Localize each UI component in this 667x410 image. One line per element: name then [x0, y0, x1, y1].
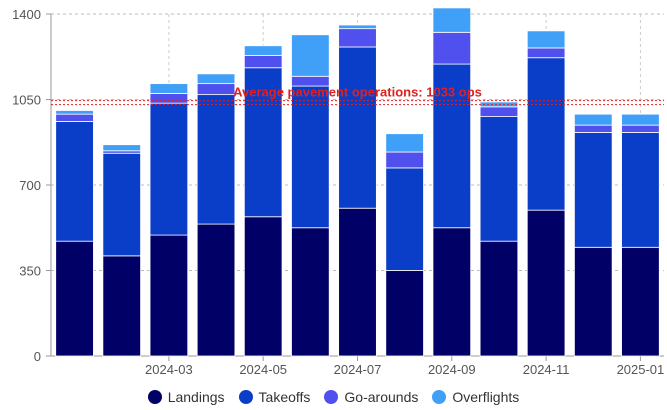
- legend-swatch: [238, 390, 253, 404]
- x-tick-label: 2024-05: [239, 362, 287, 377]
- bar-segment-takeoffs: [196, 94, 236, 225]
- bar-segment-takeoffs: [385, 167, 424, 271]
- x-tick-label: 2025-01: [617, 362, 665, 377]
- bar-segment-landings: [149, 234, 189, 357]
- bar-segment-landings: [385, 270, 424, 357]
- bar-segment-overflights: [621, 113, 660, 126]
- bar-segment-overflights: [526, 30, 566, 49]
- legend-item[interactable]: Takeoffs: [238, 389, 311, 405]
- bar-segment-overflights: [55, 110, 94, 115]
- legend-label: Takeoffs: [258, 389, 311, 405]
- y-tick-label: 1400: [12, 7, 41, 22]
- y-tick-label: 1050: [12, 93, 41, 108]
- bar-segment-takeoffs: [432, 63, 472, 229]
- bar-segment-overflights: [291, 34, 330, 77]
- bar-segment-takeoffs: [291, 85, 330, 229]
- legend-item[interactable]: Landings: [147, 389, 225, 405]
- bar-segment-go-arounds: [526, 47, 566, 59]
- bar-segment-landings: [55, 240, 94, 357]
- bar-segment-takeoffs: [55, 121, 94, 242]
- bar-segment-go-arounds: [55, 113, 94, 122]
- bar-segment-takeoffs: [479, 116, 519, 242]
- legend-swatch: [147, 390, 162, 404]
- bar-segment-overflights: [243, 45, 283, 56]
- bar-segment-go-arounds: [385, 151, 424, 169]
- bar-segment-go-arounds: [432, 31, 472, 65]
- tick-labels: 0 350 700 1050 1400 2024-03 2024-05 2024-07 2024…: [12, 7, 664, 377]
- bar-segment-takeoffs: [621, 132, 660, 248]
- bar-segment-overflights: [196, 73, 236, 85]
- legend-swatch: [324, 390, 339, 404]
- bar-segment-landings: [243, 216, 283, 357]
- bar-segment-overflights: [149, 83, 189, 94]
- legend-item[interactable]: Go-arounds: [324, 389, 418, 405]
- bar-segment-landings: [196, 223, 236, 357]
- bar-segment-takeoffs: [102, 152, 141, 257]
- bar-segment-landings: [432, 227, 472, 357]
- x-tick-label: 2024-09: [428, 362, 476, 377]
- bar-segment-landings: [291, 227, 330, 357]
- legend-label: Landings: [167, 389, 225, 405]
- bar-segment-takeoffs: [243, 67, 283, 218]
- bar-segment-go-arounds: [243, 55, 283, 69]
- legend-item[interactable]: Overflights: [432, 389, 519, 405]
- legend-label: Go-arounds: [344, 389, 419, 405]
- bar-segment-landings: [338, 207, 377, 357]
- bar-segment-overflights: [574, 113, 613, 126]
- legend: Landings Takeoffs Go-arounds Overflights: [0, 386, 667, 408]
- bars: [55, 7, 660, 357]
- bar-segment-go-arounds: [574, 124, 613, 133]
- bar-segment-overflights: [432, 7, 472, 33]
- y-tick-label: 350: [19, 264, 41, 279]
- legend-swatch: [432, 390, 447, 404]
- bar-segment-takeoffs: [338, 46, 377, 209]
- bar-segment-landings: [621, 246, 660, 357]
- legend-label: Overflights: [452, 389, 520, 405]
- bar-segment-overflights: [385, 133, 424, 153]
- y-tick-label: 700: [19, 178, 41, 193]
- bar-segment-landings: [574, 246, 613, 357]
- bar-segment-landings: [479, 240, 519, 357]
- bar-segment-go-arounds: [149, 92, 189, 104]
- x-tick-label: 2024-11: [523, 362, 570, 377]
- bar-segment-go-arounds: [338, 28, 377, 48]
- x-tick-label: 2024-07: [334, 362, 382, 377]
- x-tick-label: 2024-03: [145, 362, 193, 377]
- bar-segment-go-arounds: [196, 83, 236, 96]
- reference-line-group: Average pavement operations: 1033 ops: [51, 85, 664, 106]
- bar-segment-go-arounds: [479, 106, 519, 118]
- bar-segment-overflights: [102, 144, 141, 152]
- bar-segment-overflights: [338, 24, 377, 30]
- y-tick-label: 0: [34, 349, 41, 364]
- bar-segment-landings: [102, 255, 141, 357]
- bar-segment-go-arounds: [621, 124, 660, 133]
- bar-segment-takeoffs: [526, 57, 566, 211]
- bar-segment-landings: [526, 209, 566, 357]
- bar-segment-takeoffs: [149, 102, 189, 236]
- reference-line-label: Average pavement operations: 1033 ops: [233, 85, 482, 100]
- bar-segment-takeoffs: [574, 132, 613, 248]
